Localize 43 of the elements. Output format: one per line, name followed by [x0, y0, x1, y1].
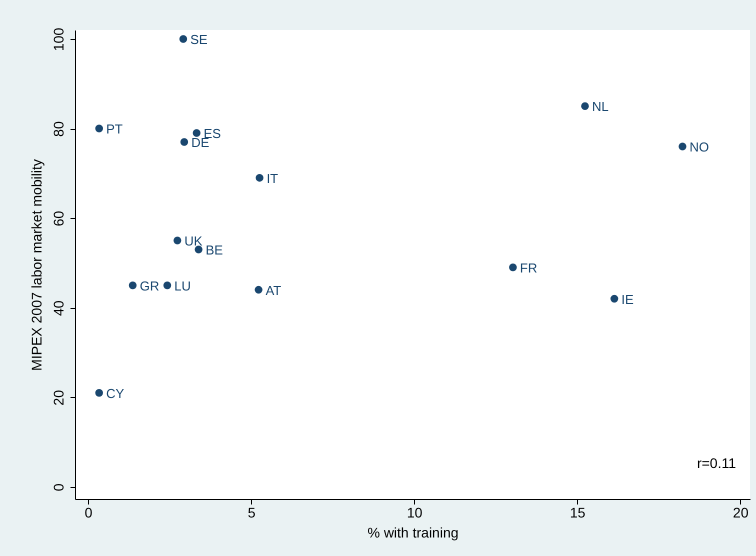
x-tick-label: 15: [570, 504, 586, 520]
annotation: UK: [184, 234, 203, 249]
annotation: FR: [520, 260, 538, 276]
point: [509, 264, 517, 272]
annotation: NL: [592, 99, 609, 114]
x-tick-label: 20: [732, 504, 749, 520]
point: [179, 35, 188, 43]
point: [581, 102, 589, 110]
point: [678, 142, 686, 150]
point: [192, 129, 201, 137]
point: [610, 294, 618, 303]
y-tick-label: 0: [50, 483, 66, 492]
x-axis-title: % with training: [367, 524, 459, 540]
x-tick-label: 5: [248, 504, 256, 520]
annotation: PT: [106, 122, 123, 137]
y-tick-label: 60: [50, 210, 66, 226]
annotation: LU: [174, 278, 191, 294]
point: [95, 388, 104, 397]
point: [254, 286, 262, 294]
y-axis-title: MIPEX 2007 labor market mobility: [28, 159, 44, 371]
x-tick-label: 0: [84, 504, 93, 520]
point: [128, 281, 137, 290]
annotation: ES: [204, 126, 222, 142]
annotation: CY: [106, 386, 125, 401]
annotation: BE: [206, 242, 224, 258]
point: [194, 246, 202, 254]
x-tick-label: 10: [406, 504, 423, 520]
point: [163, 281, 172, 290]
y-tick-label: 100: [50, 28, 66, 52]
annotation: IT: [266, 170, 278, 186]
annotation: IE: [621, 292, 634, 307]
point: [174, 236, 182, 244]
point: [180, 138, 188, 146]
annotation: GR: [140, 278, 160, 294]
annotation: NO: [690, 139, 709, 154]
point: [256, 174, 264, 182]
annotation: AT: [266, 282, 282, 298]
y-tick-label: 80: [50, 121, 66, 137]
y-tick-label: 20: [50, 390, 66, 406]
point: [95, 124, 104, 132]
y-tick-label: 40: [50, 300, 66, 316]
annotation: SE: [190, 32, 208, 47]
annotation: r=0.11: [696, 454, 736, 471]
